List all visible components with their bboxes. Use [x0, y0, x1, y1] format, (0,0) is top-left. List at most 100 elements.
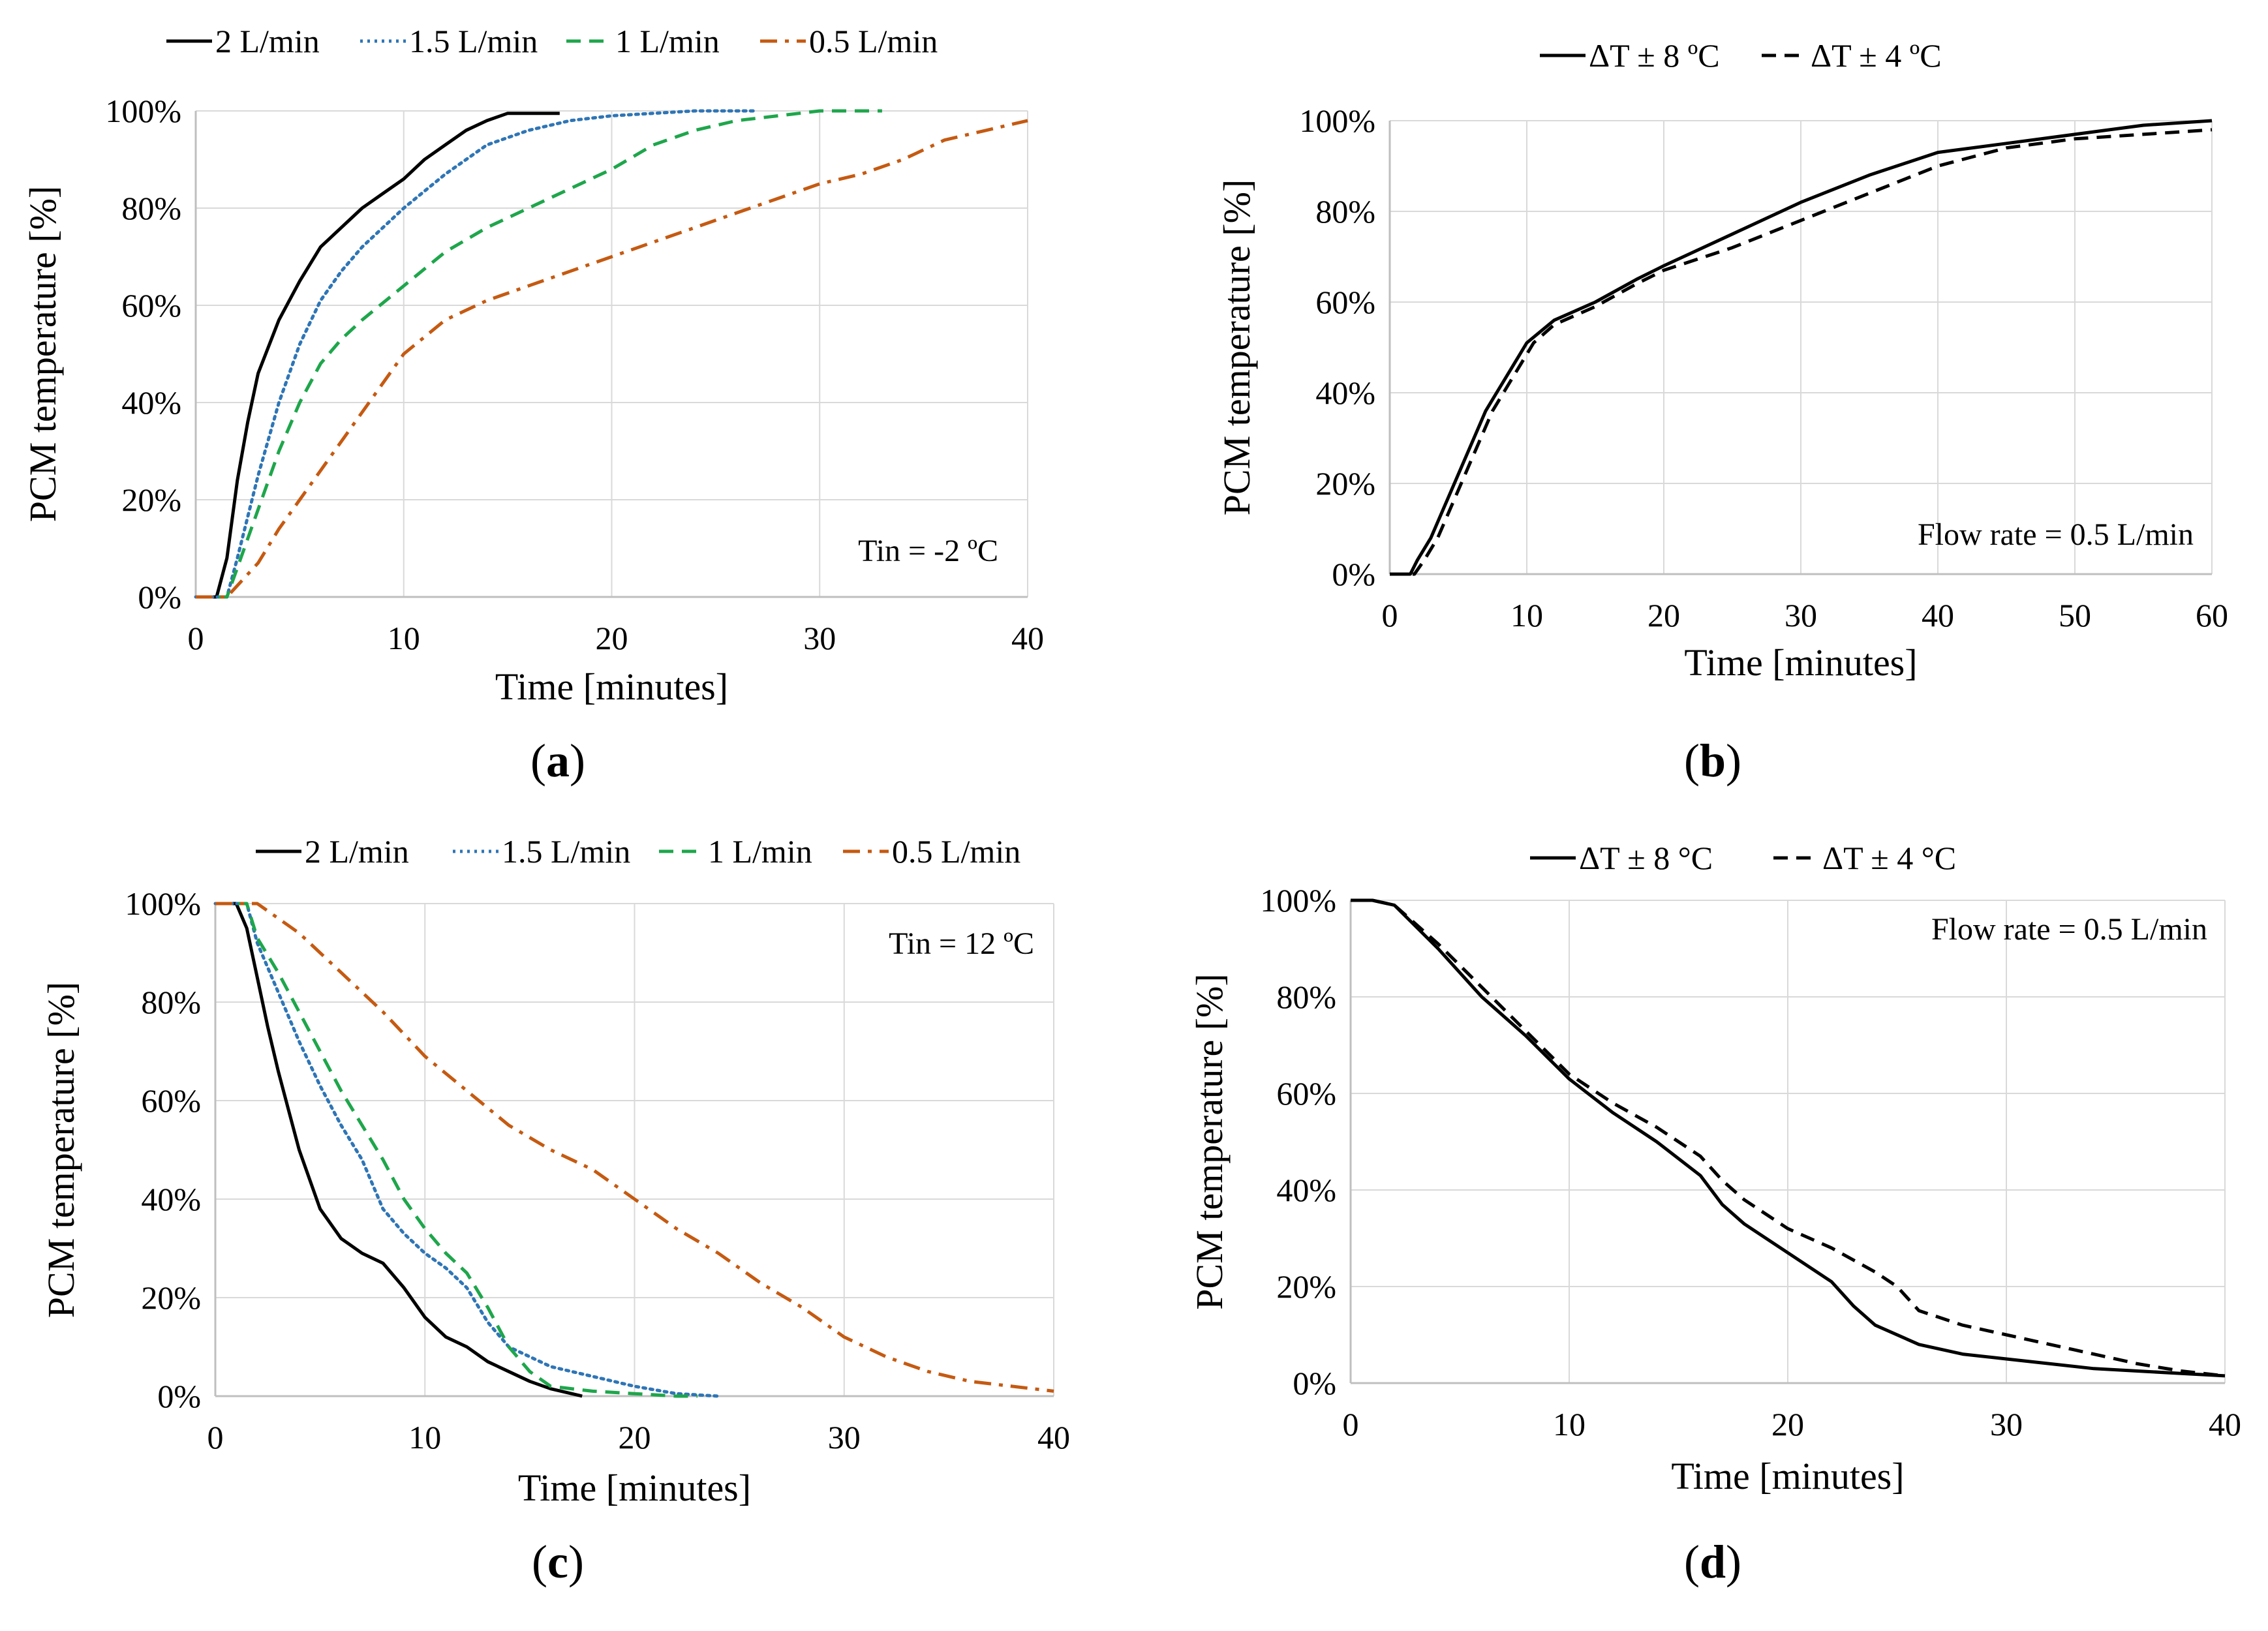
legend-label: 0.5 L/min	[892, 833, 1020, 870]
panel-label-close: )	[570, 735, 585, 787]
y-tick-label: 100%	[125, 885, 201, 922]
y-tick-label: 60%	[1276, 1075, 1336, 1112]
y-tick-label: 80%	[121, 190, 181, 226]
x-tick-label: 0	[207, 1419, 224, 1456]
x-axis-title: Time [minutes]	[1671, 1455, 1904, 1497]
y-tick-label: 60%	[1315, 284, 1375, 320]
y-tick-label: 0%	[157, 1378, 201, 1414]
x-tick-label: 0	[1343, 1406, 1359, 1442]
x-axis-title: Time [minutes]	[495, 665, 728, 708]
legend-label: ΔT ± 8 ºC	[1589, 37, 1720, 74]
panel-label-letter: b	[1700, 735, 1726, 787]
chart-panel-a: 0 10 20 30 40 0% 20% 40% 60% 80% 100% 2 L/min 1.5 L/…	[22, 23, 1044, 787]
y-tick-label: 20%	[121, 481, 181, 518]
legend-label: 0.5 L/min	[809, 23, 938, 59]
series-line	[215, 902, 1054, 1393]
y-tick-label: 80%	[1315, 193, 1375, 230]
y-tick-label: 40%	[121, 384, 181, 421]
series-line	[1351, 898, 2226, 1378]
x-tick-label: 30	[803, 620, 836, 656]
panel-label-letter: d	[1700, 1536, 1726, 1588]
series-line	[194, 109, 759, 599]
series-line	[1351, 898, 2226, 1378]
legend-label: 1 L/min	[615, 23, 720, 59]
series-line	[215, 902, 697, 1398]
chart-panel-b: 0 10 20 30 40 50 60 0% 20% 40% 60% 80% 100% ΔT ± 8 ºC…	[1216, 37, 2228, 787]
y-tick-label: 20%	[1276, 1268, 1336, 1305]
x-tick-label: 10	[408, 1419, 441, 1456]
x-tick-label: 30	[828, 1419, 861, 1456]
legend-label: ΔT ± 8 °C	[1579, 840, 1713, 876]
series-line	[196, 119, 1028, 599]
x-tick-label: 10	[1553, 1406, 1586, 1442]
x-tick-label: 0	[188, 620, 204, 656]
chart-panel-c: 0 10 20 30 40 0% 20% 40% 60% 80% 100% 2 L/min 1.5 L/…	[40, 833, 1070, 1588]
panel-label-open: (	[1684, 1536, 1700, 1588]
y-axis-title: PCM temperature [%]	[1188, 973, 1231, 1309]
y-tick-label: 60%	[121, 287, 181, 324]
legend-label: 2 L/min	[305, 833, 409, 870]
series-line	[196, 112, 560, 599]
legend-label: 2 L/min	[215, 23, 320, 59]
panel-label-close: )	[568, 1536, 584, 1588]
x-tick-label: 40	[1011, 620, 1044, 656]
panel-label-letter: c	[547, 1536, 568, 1588]
y-tick-label: 40%	[1276, 1172, 1336, 1208]
x-tick-label: 20	[1647, 597, 1680, 633]
y-tick-label: 20%	[1315, 465, 1375, 502]
legend-label: ΔT ± 4 ºC	[1811, 37, 1942, 74]
x-axis-title: Time [minutes]	[518, 1467, 751, 1509]
panel-label: (c)	[532, 1536, 584, 1588]
x-tick-label: 0	[1382, 597, 1398, 633]
x-tick-label: 60	[2196, 597, 2228, 633]
x-tick-label: 40	[2209, 1406, 2241, 1442]
x-tick-label: 40	[1922, 597, 1954, 633]
y-tick-label: 80%	[1276, 979, 1336, 1015]
y-tick-label: 60%	[141, 1082, 201, 1119]
x-tick-label: 20	[1771, 1406, 1804, 1442]
y-tick-label: 40%	[141, 1181, 201, 1217]
panel-label-open: (	[1684, 735, 1700, 787]
x-tick-label: 10	[1510, 597, 1543, 633]
panel-label-letter: a	[546, 735, 570, 787]
chart-annotation: Flow rate = 0.5 L/min	[1931, 912, 2207, 947]
panel-label-open: (	[530, 735, 546, 787]
series-line	[1390, 119, 2213, 576]
x-axis-title: Time [minutes]	[1684, 641, 1917, 684]
panel-label-close: )	[1726, 1536, 1741, 1588]
y-tick-label: 100%	[1299, 102, 1375, 139]
x-tick-label: 40	[1037, 1419, 1070, 1456]
legend-label: ΔT ± 4 °C	[1822, 840, 1956, 876]
x-tick-label: 30	[1990, 1406, 2023, 1442]
legend-label: 1.5 L/min	[502, 833, 630, 870]
panel-label-close: )	[1726, 735, 1741, 787]
legend-label: 1 L/min	[708, 833, 812, 870]
chart-annotation: Tin = -2 ºC	[858, 534, 998, 568]
chart-panel-d: 0 10 20 30 40 0% 20% 40% 60% 80% 100% ΔT ± 8 °C ΔT ±…	[1188, 840, 2241, 1588]
x-tick-label: 10	[388, 620, 420, 656]
panel-label-open: (	[532, 1536, 547, 1588]
y-tick-label: 100%	[1260, 882, 1336, 919]
x-tick-label: 20	[619, 1419, 651, 1456]
panel-label: (a)	[530, 735, 585, 787]
y-tick-label: 100%	[105, 93, 181, 129]
y-tick-label: 0%	[1293, 1365, 1336, 1401]
series-line	[213, 902, 720, 1398]
panel-label: (b)	[1684, 735, 1741, 787]
x-tick-label: 50	[2059, 597, 2091, 633]
y-axis-title: PCM temperature [%]	[22, 186, 64, 522]
y-tick-label: 20%	[141, 1279, 201, 1316]
y-tick-label: 0%	[1332, 556, 1375, 592]
chart-annotation: Tin = 12 ºC	[889, 926, 1034, 961]
y-axis-title: PCM temperature [%]	[1216, 179, 1258, 515]
chart-annotation: Flow rate = 0.5 L/min	[1918, 517, 2194, 552]
legend-label: 1.5 L/min	[409, 23, 538, 59]
series-line	[196, 109, 882, 599]
y-tick-label: 0%	[138, 579, 181, 615]
panel-label: (d)	[1684, 1536, 1741, 1588]
y-tick-label: 40%	[1315, 374, 1375, 411]
x-tick-label: 30	[1785, 597, 1817, 633]
y-tick-label: 80%	[141, 984, 201, 1020]
x-tick-label: 20	[596, 620, 628, 656]
